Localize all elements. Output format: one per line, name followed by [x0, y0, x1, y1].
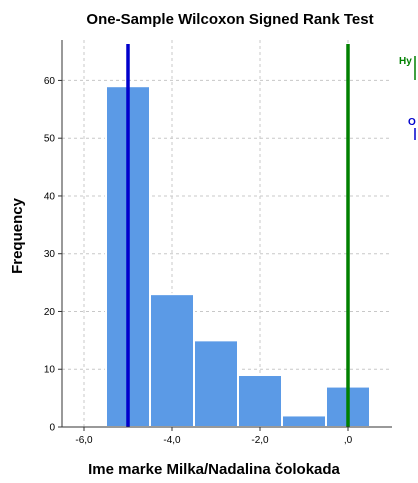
x-tick-label: -2,0	[251, 435, 269, 446]
y-tick-label: 60	[44, 76, 56, 87]
histogram-bar	[237, 374, 283, 428]
y-tick-label: 50	[44, 134, 56, 145]
y-tick-label: 20	[44, 307, 56, 318]
bars	[105, 85, 371, 429]
x-tick-label: ,0	[344, 435, 353, 446]
axes	[61, 40, 392, 428]
histogram-bar	[149, 293, 195, 429]
histogram-bar	[193, 339, 239, 429]
legend-hypothesized-fragment: Hy	[399, 56, 412, 67]
legend-observed-fragment: O	[408, 117, 416, 128]
x-tick-labels: -6,0 -4,0 -2,0 ,0	[75, 427, 353, 446]
y-tick-label: 40	[44, 191, 56, 202]
legend-fragments: Hy O	[399, 56, 416, 140]
y-tick-label: 0	[49, 423, 55, 434]
reference-lines	[126, 44, 350, 427]
y-tick-labels: 0 10 20 30 40 50 60	[44, 76, 62, 434]
histogram-bar	[281, 414, 327, 428]
y-axis-title: Frequency	[9, 197, 26, 274]
y-tick-label: 30	[44, 249, 56, 260]
chart-title: One-Sample Wilcoxon Signed Rank Test	[86, 11, 373, 28]
x-tick-label: -6,0	[75, 435, 93, 446]
y-tick-label: 10	[44, 365, 56, 376]
x-tick-label: -4,0	[163, 435, 181, 446]
x-axis-title: Ime marke Milka/Nadalina čolokada	[88, 461, 340, 478]
